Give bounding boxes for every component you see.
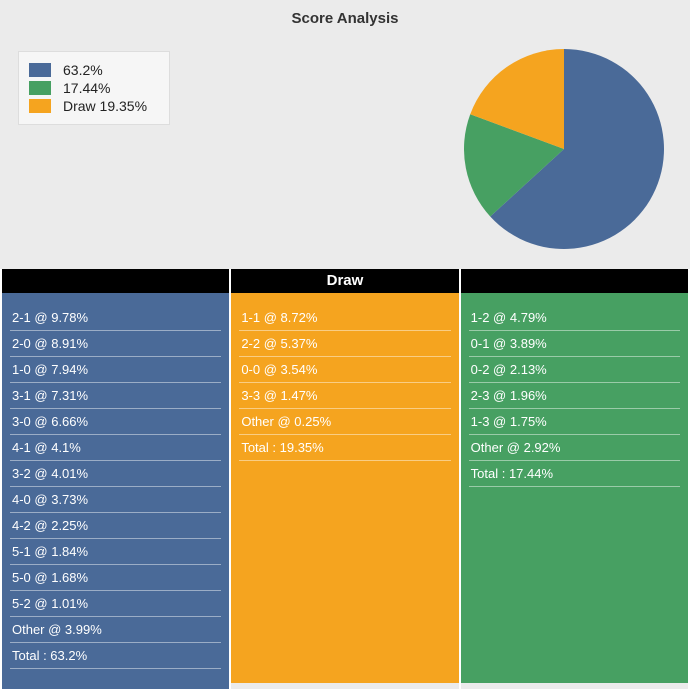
score-row: 5-0 @ 1.68%: [10, 565, 221, 591]
score-row: 3-3 @ 1.47%: [239, 383, 450, 409]
score-column: 2-1 @ 9.78%2-0 @ 8.91%1-0 @ 7.94%3-1 @ 7…: [2, 269, 231, 689]
column-body: 2-1 @ 9.78%2-0 @ 8.91%1-0 @ 7.94%3-1 @ 7…: [2, 293, 229, 689]
score-row: 4-1 @ 4.1%: [10, 435, 221, 461]
score-row: 1-2 @ 4.79%: [469, 305, 680, 331]
column-header: [2, 269, 229, 293]
column-body: 1-2 @ 4.79%0-1 @ 3.89%0-2 @ 2.13%2-3 @ 1…: [461, 293, 688, 683]
score-row: 2-1 @ 9.78%: [10, 305, 221, 331]
score-row: 4-2 @ 2.25%: [10, 513, 221, 539]
score-row: 0-2 @ 2.13%: [469, 357, 680, 383]
score-row: 5-2 @ 1.01%: [10, 591, 221, 617]
score-row: 0-0 @ 3.54%: [239, 357, 450, 383]
legend-item: 63.2%: [29, 62, 147, 78]
score-columns: 2-1 @ 9.78%2-0 @ 8.91%1-0 @ 7.94%3-1 @ 7…: [0, 269, 690, 689]
chart-title: Score Analysis: [18, 10, 672, 27]
score-row: 1-3 @ 1.75%: [469, 409, 680, 435]
score-row: 4-0 @ 3.73%: [10, 487, 221, 513]
score-row: 2-0 @ 8.91%: [10, 331, 221, 357]
legend-label: Draw 19.35%: [63, 98, 147, 114]
score-row: 3-2 @ 4.01%: [10, 461, 221, 487]
score-row: 1-1 @ 8.72%: [239, 305, 450, 331]
legend-label: 17.44%: [63, 80, 110, 96]
legend-swatch: [29, 99, 51, 113]
score-row: 5-1 @ 1.84%: [10, 539, 221, 565]
column-body: 1-1 @ 8.72%2-2 @ 5.37%0-0 @ 3.54%3-3 @ 1…: [231, 293, 458, 683]
score-row: Total : 17.44%: [469, 461, 680, 487]
legend-label: 63.2%: [63, 62, 103, 78]
legend-item: Draw 19.35%: [29, 98, 147, 114]
legend-item: 17.44%: [29, 80, 147, 96]
score-column: 1-2 @ 4.79%0-1 @ 3.89%0-2 @ 2.13%2-3 @ 1…: [461, 269, 690, 689]
score-row: 2-3 @ 1.96%: [469, 383, 680, 409]
score-column: Draw1-1 @ 8.72%2-2 @ 5.37%0-0 @ 3.54%3-3…: [231, 269, 460, 689]
legend-swatch: [29, 63, 51, 77]
column-header: [461, 269, 688, 293]
pie-chart: [464, 49, 672, 249]
score-row: 0-1 @ 3.89%: [469, 331, 680, 357]
score-row: Other @ 3.99%: [10, 617, 221, 643]
score-row: Total : 63.2%: [10, 643, 221, 669]
score-row: 2-2 @ 5.37%: [239, 331, 450, 357]
score-row: Other @ 0.25%: [239, 409, 450, 435]
legend-swatch: [29, 81, 51, 95]
score-row: 1-0 @ 7.94%: [10, 357, 221, 383]
legend: 63.2% 17.44% Draw 19.35%: [18, 51, 170, 125]
score-row: Total : 19.35%: [239, 435, 450, 461]
column-header: Draw: [231, 269, 458, 293]
score-row: Other @ 2.92%: [469, 435, 680, 461]
score-row: 3-1 @ 7.31%: [10, 383, 221, 409]
score-row: 3-0 @ 6.66%: [10, 409, 221, 435]
